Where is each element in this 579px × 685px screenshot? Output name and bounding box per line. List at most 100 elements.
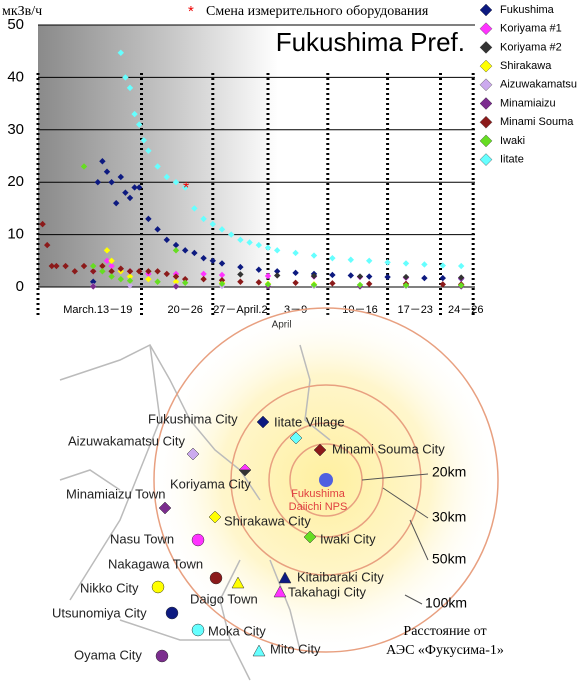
- y-tick-label: 10: [7, 226, 24, 243]
- point: [255, 279, 262, 286]
- point: [439, 262, 446, 269]
- x-tick-label: 20－26: [167, 304, 202, 316]
- y-unit: мкЗв/ч: [2, 4, 42, 19]
- x-tick-label: 24－26: [448, 304, 483, 316]
- point: [117, 275, 124, 283]
- city-label: Minami Souma City: [332, 441, 445, 456]
- point: [163, 173, 170, 181]
- ring-label: 20km: [432, 464, 466, 480]
- point: [145, 147, 152, 154]
- point: [292, 269, 299, 277]
- point: [439, 274, 446, 282]
- point: [172, 179, 180, 186]
- point: [182, 279, 189, 287]
- point: [292, 279, 299, 287]
- point: [228, 231, 235, 238]
- point: [131, 184, 138, 191]
- legend-label: Koriyama #2: [500, 41, 562, 53]
- point: [458, 274, 465, 281]
- legend-marker: [479, 134, 493, 148]
- point: [356, 273, 364, 280]
- point: [182, 275, 189, 283]
- point: [154, 163, 161, 170]
- point: [99, 262, 106, 270]
- legend-marker: [479, 97, 493, 110]
- city-label: Shirakawa City: [224, 513, 311, 528]
- plant-marker: [319, 473, 333, 487]
- legend-label: Koriyama #1: [500, 23, 562, 35]
- point: [136, 268, 143, 275]
- point: [53, 262, 60, 270]
- point: [366, 273, 373, 280]
- point: [136, 184, 143, 191]
- point: [39, 220, 46, 228]
- point: [200, 215, 207, 223]
- point: [384, 259, 391, 266]
- legend-label: Shirakawa: [500, 60, 552, 72]
- point: [103, 168, 111, 175]
- point: [191, 205, 198, 212]
- point: [90, 278, 97, 285]
- caption: АЭС «Фукусима-1»: [386, 643, 504, 658]
- city-label: Moka City: [208, 623, 266, 638]
- point: [264, 272, 272, 280]
- point: [421, 261, 428, 268]
- point: [80, 163, 88, 170]
- legend-marker: [479, 115, 493, 129]
- point: [108, 268, 115, 275]
- legend-label: Iwaki: [500, 135, 525, 147]
- point: [237, 278, 244, 285]
- legend-marker: [479, 41, 493, 54]
- y-tick-label: 0: [16, 278, 24, 295]
- city-label: Fukushima City: [148, 411, 238, 426]
- point: [402, 273, 410, 281]
- point: [154, 226, 161, 233]
- legend-label: Aizuwakamatsu: [500, 79, 577, 91]
- city-label: Iitate Village: [274, 414, 345, 429]
- point: [126, 194, 134, 202]
- city-label: Nakagawa Town: [108, 556, 203, 571]
- point: [458, 282, 465, 289]
- city-label: Mito City: [270, 641, 321, 656]
- point: [172, 247, 180, 254]
- point: [172, 278, 180, 285]
- point: [44, 241, 51, 249]
- point: [218, 226, 226, 233]
- point: [458, 262, 465, 270]
- point: [264, 244, 272, 251]
- point: [218, 280, 226, 288]
- y-tick-label: 20: [7, 173, 24, 190]
- point: [310, 281, 318, 289]
- point: [90, 262, 97, 270]
- point: [172, 273, 180, 280]
- point: [126, 277, 134, 284]
- city-label: Takahagi City: [288, 584, 367, 599]
- point: [117, 265, 124, 272]
- y-tick-label: 30: [7, 121, 24, 138]
- legend-label: Minami Souma: [500, 116, 574, 128]
- point: [439, 281, 446, 288]
- point: [117, 173, 124, 181]
- city-label: Kitaibaraki City: [297, 569, 384, 584]
- ring-label: 50km: [432, 551, 466, 567]
- point: [274, 268, 281, 275]
- point: [71, 268, 78, 275]
- point: [117, 49, 124, 56]
- point: [108, 179, 115, 186]
- point: [182, 247, 189, 254]
- x-tick-label: March.13－19: [63, 304, 132, 316]
- point: [103, 247, 111, 254]
- point: [329, 280, 336, 287]
- point: [154, 268, 161, 275]
- legend-label: Minamiaizu: [500, 97, 556, 109]
- city-label: Nikko City: [80, 580, 139, 595]
- ring-arrows: [361, 473, 429, 605]
- point: [310, 272, 318, 280]
- point: [145, 275, 152, 283]
- point: [366, 257, 373, 264]
- legend-marker: [479, 153, 493, 166]
- point: [402, 260, 410, 267]
- city-label: Iwaki City: [320, 531, 376, 546]
- city-label: Koriyama City: [170, 476, 251, 491]
- y-tick-label: 50: [7, 16, 24, 33]
